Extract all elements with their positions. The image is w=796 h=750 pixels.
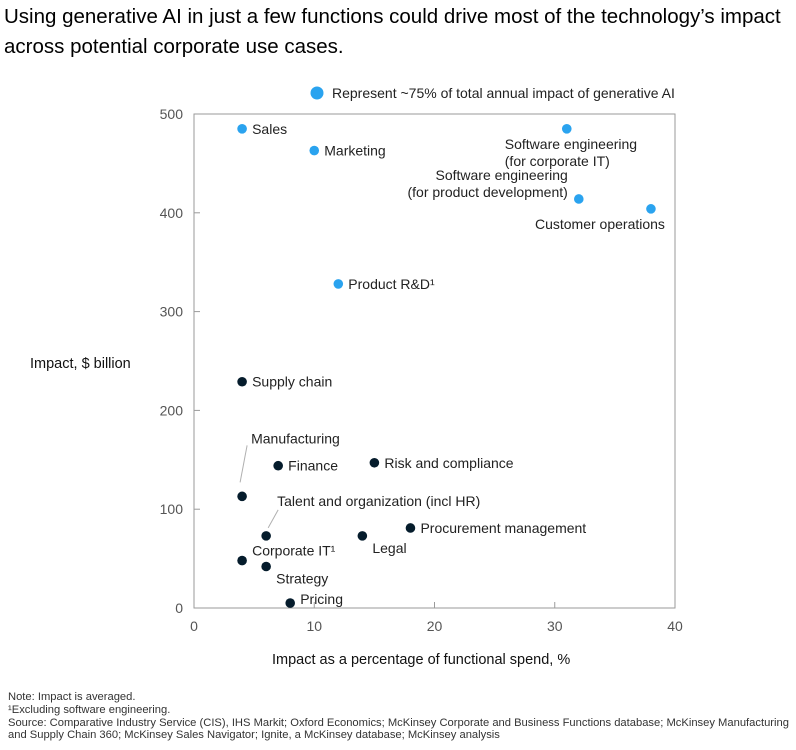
- data-point: [285, 598, 296, 608]
- source-text-line1: Source: Comparative Industry Service (CI…: [8, 716, 789, 729]
- y-tick-label: 200: [160, 402, 184, 418]
- leader-lines: [239, 445, 279, 529]
- x-tick-label: 30: [547, 618, 563, 634]
- data-point: [273, 460, 283, 471]
- y-tick-label: 300: [160, 304, 184, 320]
- source-text-line2: and Supply Chain 360; McKinsey Sales Nav…: [8, 729, 500, 742]
- point-labels: Sales Marketing Software engineering (for c…: [251, 121, 665, 607]
- x-axis-label: Impact as a percentage of functional spe…: [272, 652, 571, 668]
- footnotes: Note: Impact is averaged. ¹Excluding sof…: [8, 691, 793, 742]
- point-label: Strategy: [276, 571, 328, 587]
- point-label: Marketing: [324, 143, 385, 159]
- data-point: [405, 523, 416, 533]
- point-label: Legal: [372, 540, 406, 556]
- chart-title: Using generative AI in just a few functi…: [4, 5, 781, 58]
- point-label: Sales: [252, 121, 287, 137]
- point-label: Software engineering (for corporate IT): [505, 136, 637, 169]
- legend-marker: [310, 86, 324, 100]
- x-axis-ticks: 0 10 20 30 40: [190, 602, 683, 634]
- point-label: Pricing: [300, 591, 343, 607]
- point-label: Software engineering (for product develop…: [407, 167, 567, 200]
- scatter-chart: Represent ~75% of total annual impact of…: [160, 85, 683, 634]
- point-label: Manufacturing: [251, 430, 340, 446]
- leader-line: [267, 509, 279, 529]
- y-axis-ticks: 0 100 200 300 400 500: [160, 106, 200, 616]
- x-tick-label: 20: [427, 618, 443, 634]
- data-point: [357, 531, 368, 541]
- data-point: [237, 124, 247, 134]
- data-point: [309, 145, 320, 156]
- data-point: [261, 531, 271, 541]
- data-point: [369, 457, 380, 468]
- leader-line: [239, 445, 248, 483]
- point-label: Talent and organization (incl HR): [277, 493, 480, 509]
- y-tick-label: 400: [160, 205, 184, 221]
- legend-text: Represent ~75% of total annual impact of…: [332, 85, 675, 101]
- data-point: [237, 555, 247, 566]
- data-point: [237, 376, 247, 387]
- data-point: [261, 561, 271, 572]
- data-point: [574, 194, 584, 204]
- note-text: Note: Impact is averaged.: [8, 691, 136, 703]
- y-tick-label: 500: [160, 106, 184, 122]
- x-tick-label: 10: [306, 618, 322, 634]
- footnote-text: ¹Excluding software engineering.: [8, 703, 171, 716]
- data-point: [646, 204, 656, 214]
- data-points: [237, 124, 656, 608]
- data-point: [561, 124, 572, 134]
- point-label: Product R&D¹: [348, 276, 435, 292]
- y-tick-label: 100: [160, 501, 184, 517]
- data-point: [333, 279, 344, 289]
- data-point: [237, 491, 247, 502]
- y-tick-label: 0: [175, 600, 183, 616]
- y-axis-label: Impact, $ billion: [30, 356, 131, 372]
- x-tick-label: 0: [190, 618, 198, 634]
- point-label: Risk and compliance: [384, 455, 513, 471]
- point-label: Supply chain: [252, 374, 332, 390]
- point-label: Procurement management: [420, 520, 586, 536]
- point-label: Corporate IT¹: [252, 543, 336, 559]
- point-label: Customer operations: [535, 216, 665, 232]
- x-tick-label: 40: [667, 618, 683, 634]
- point-label: Finance: [288, 458, 338, 474]
